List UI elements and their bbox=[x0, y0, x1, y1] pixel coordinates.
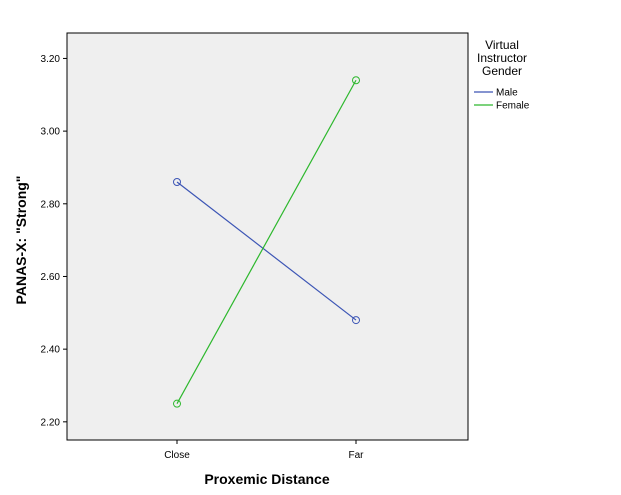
x-tick-label: Close bbox=[164, 450, 190, 461]
data-point-female bbox=[352, 76, 360, 85]
legend-title-line-2: Instructor bbox=[477, 51, 527, 65]
data-point-male bbox=[352, 316, 360, 325]
x-axis-title: Proxemic Distance bbox=[204, 471, 329, 487]
series-line-male bbox=[176, 181, 357, 321]
y-tick-label: 3.20 bbox=[41, 54, 61, 65]
y-tick-label: 2.40 bbox=[41, 345, 61, 356]
plot-area bbox=[66, 32, 469, 441]
y-tick-label: 3.00 bbox=[41, 127, 61, 138]
y-axis-title: PANAS-X: "Strong" bbox=[13, 176, 29, 305]
legend-title-line-3: Gender bbox=[482, 64, 522, 78]
y-tick-label: 2.20 bbox=[41, 417, 61, 428]
y-tick-label: 2.60 bbox=[41, 272, 61, 283]
legend-label-male: Male bbox=[496, 88, 518, 99]
legend: Virtual Instructor Gender Male Female bbox=[474, 38, 530, 112]
series-layer bbox=[173, 76, 360, 408]
data-point-female bbox=[173, 399, 181, 408]
x-axis: Close Far bbox=[164, 440, 364, 461]
y-axis: 2.20 2.40 2.60 2.80 3.00 3.20 bbox=[41, 54, 67, 428]
y-tick-label: 2.80 bbox=[41, 199, 61, 210]
series-line-female bbox=[176, 79, 357, 404]
legend-label-female: Female bbox=[496, 101, 530, 112]
legend-title-line-1: Virtual bbox=[485, 38, 519, 52]
x-tick-label: Far bbox=[349, 450, 365, 461]
data-point-male bbox=[173, 177, 181, 186]
